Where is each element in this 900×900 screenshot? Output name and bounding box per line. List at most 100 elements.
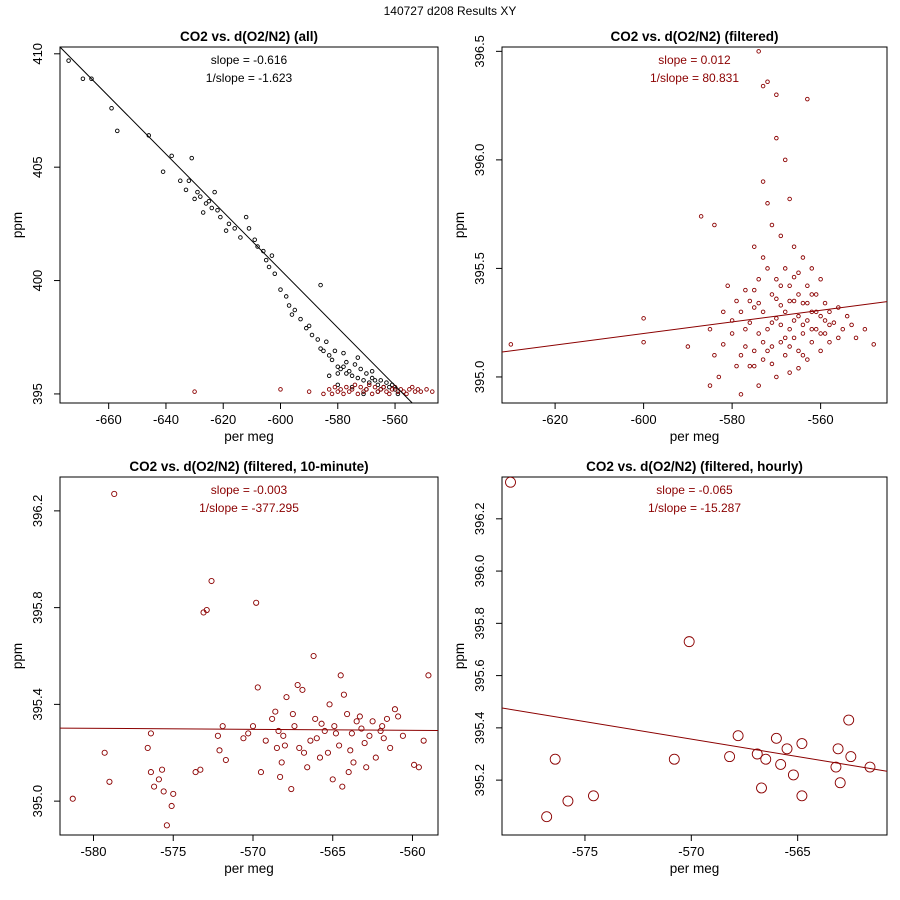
data-point [774, 135, 779, 141]
data-point [683, 636, 695, 648]
data-point [291, 723, 298, 730]
data-point [332, 384, 338, 390]
data-point [698, 214, 704, 219]
data-point [329, 391, 335, 397]
data-point [66, 58, 71, 63]
x-tick-label: -575 [572, 844, 598, 859]
data-point [289, 312, 295, 317]
data-point [272, 271, 278, 277]
data-point [69, 795, 76, 802]
data-point [404, 391, 409, 397]
data-point [341, 391, 346, 397]
data-point [751, 287, 757, 293]
data-point [420, 737, 427, 744]
data-point [252, 237, 257, 242]
data-point [340, 691, 347, 698]
data-point [346, 389, 352, 394]
data-point [151, 783, 158, 790]
data-point [800, 331, 806, 336]
data-point [756, 300, 761, 306]
y-tick-label: 395.8 [472, 607, 487, 640]
data-point [192, 769, 199, 776]
data-point [834, 777, 846, 789]
data-point [299, 686, 306, 693]
data-point [831, 320, 837, 325]
data-point [226, 221, 232, 227]
data-point [355, 391, 361, 397]
data-point [796, 270, 801, 276]
data-point [352, 362, 358, 367]
data-point [306, 389, 312, 394]
data-point [849, 322, 854, 328]
data-point [300, 749, 308, 756]
data-point [335, 364, 341, 369]
y-tick-label: 396.2 [30, 495, 45, 528]
data-point [778, 339, 784, 345]
data-point [160, 169, 166, 174]
data-point [344, 711, 351, 718]
data-point [312, 715, 319, 722]
data-point [430, 389, 435, 394]
data-point [294, 681, 301, 689]
data-point [369, 369, 375, 374]
data-point [344, 384, 349, 390]
regression-line [502, 301, 887, 353]
data-point [109, 105, 114, 111]
inverse-slope-label: 1/slope = 80.831 [650, 71, 739, 85]
regression-line [502, 707, 887, 772]
data-point [346, 369, 352, 374]
data-point [378, 387, 383, 392]
data-point [387, 391, 392, 397]
data-point [791, 335, 797, 341]
data-point [288, 785, 295, 793]
data-point [791, 298, 797, 304]
chart-title: CO2 vs. d(O2/N2) (filtered, 10-minute) [129, 459, 368, 474]
data-point [378, 378, 383, 383]
data-point [787, 298, 792, 304]
data-point [412, 389, 418, 394]
data-point [321, 348, 326, 354]
chart-panel-1: CO2 vs. d(O2/N2) (all) -660 -640 -620 -600 -5… [10, 29, 439, 444]
data-point [765, 348, 770, 354]
data-point [269, 253, 275, 258]
data-point [809, 266, 815, 271]
data-point [111, 490, 118, 497]
data-point [425, 672, 432, 679]
data-point [774, 296, 779, 302]
data-point [369, 718, 376, 725]
data-point [765, 201, 770, 206]
data-point [361, 740, 368, 747]
data-point [200, 210, 206, 215]
data-point [361, 391, 366, 397]
data-point [721, 309, 726, 315]
slope-label: slope = 0.012 [658, 53, 731, 67]
data-point [369, 375, 375, 381]
data-point [641, 316, 646, 321]
data-point [159, 766, 166, 773]
data-point [262, 737, 269, 744]
data-point [372, 384, 378, 390]
data-point [843, 714, 855, 726]
data-point [853, 335, 859, 341]
data-point [769, 361, 775, 367]
data-point [791, 318, 797, 323]
data-point [769, 344, 775, 349]
data-point [206, 198, 212, 204]
data-point [782, 335, 788, 341]
data-point [350, 759, 357, 766]
data-point [321, 727, 328, 735]
data-point [364, 387, 369, 392]
data-point [805, 300, 810, 306]
data-point [178, 178, 183, 184]
inverse-slope-label: 1/slope = -1.623 [206, 71, 293, 85]
data-point [283, 694, 290, 701]
data-point [827, 309, 832, 315]
data-point [871, 342, 876, 347]
data-point [183, 187, 189, 193]
y-axis-label: ppm [452, 643, 467, 669]
data-point [781, 743, 793, 755]
data-point [326, 353, 332, 358]
inverse-slope-label: 1/slope = -15.287 [648, 501, 741, 515]
data-point [734, 298, 739, 304]
data-point [310, 652, 317, 660]
